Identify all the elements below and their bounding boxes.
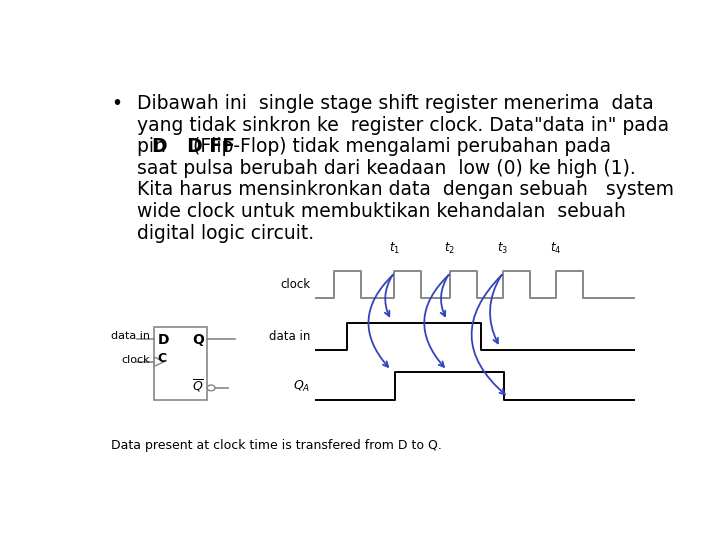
Text: $\overline{Q}$: $\overline{Q}$ — [192, 377, 204, 394]
Text: $Q_A$: $Q_A$ — [293, 379, 310, 394]
Text: $t_4$: $t_4$ — [550, 241, 562, 256]
Text: $\mathit{t_1}$: $\mathit{t_1}$ — [389, 241, 400, 256]
Text: D   D FF: D D FF — [152, 137, 235, 156]
Text: saat pulsa berubah dari keadaan  low (0) ke high (1).: saat pulsa berubah dari keadaan low (0) … — [138, 159, 636, 178]
Text: Q: Q — [192, 333, 204, 347]
Text: Kita harus mensinkronkan data  dengan sebuah   system: Kita harus mensinkronkan data dengan seb… — [138, 180, 675, 199]
Text: $\mathit{t_2}$: $\mathit{t_2}$ — [444, 241, 456, 256]
Polygon shape — [154, 357, 164, 366]
Text: Dibawah ini  single stage shift register menerima  data: Dibawah ini single stage shift register … — [138, 94, 654, 113]
Text: $\mathit{t_3}$: $\mathit{t_3}$ — [498, 241, 508, 256]
Bar — [154, 327, 207, 400]
Text: Data present at clock time is transfered from D to Q.: Data present at clock time is transfered… — [111, 439, 442, 452]
Text: data in: data in — [269, 329, 310, 342]
Text: clock: clock — [280, 278, 310, 291]
Text: wide clock untuk membuktikan kehandalan  sebuah: wide clock untuk membuktikan kehandalan … — [138, 202, 626, 221]
Text: •: • — [111, 94, 122, 113]
Text: C: C — [158, 352, 166, 365]
Text: digital logic circuit.: digital logic circuit. — [138, 224, 315, 242]
Circle shape — [207, 385, 215, 391]
Text: D: D — [158, 333, 169, 347]
Text: (Flip-Flop) tidak mengalami perubahan pada: (Flip-Flop) tidak mengalami perubahan pa… — [187, 137, 611, 156]
Text: data in: data in — [111, 331, 150, 341]
Text: pin: pin — [138, 137, 172, 156]
Text: yang tidak sinkron ke  register clock. Data"data in" pada: yang tidak sinkron ke register clock. Da… — [138, 116, 670, 134]
Text: clock: clock — [121, 355, 150, 365]
